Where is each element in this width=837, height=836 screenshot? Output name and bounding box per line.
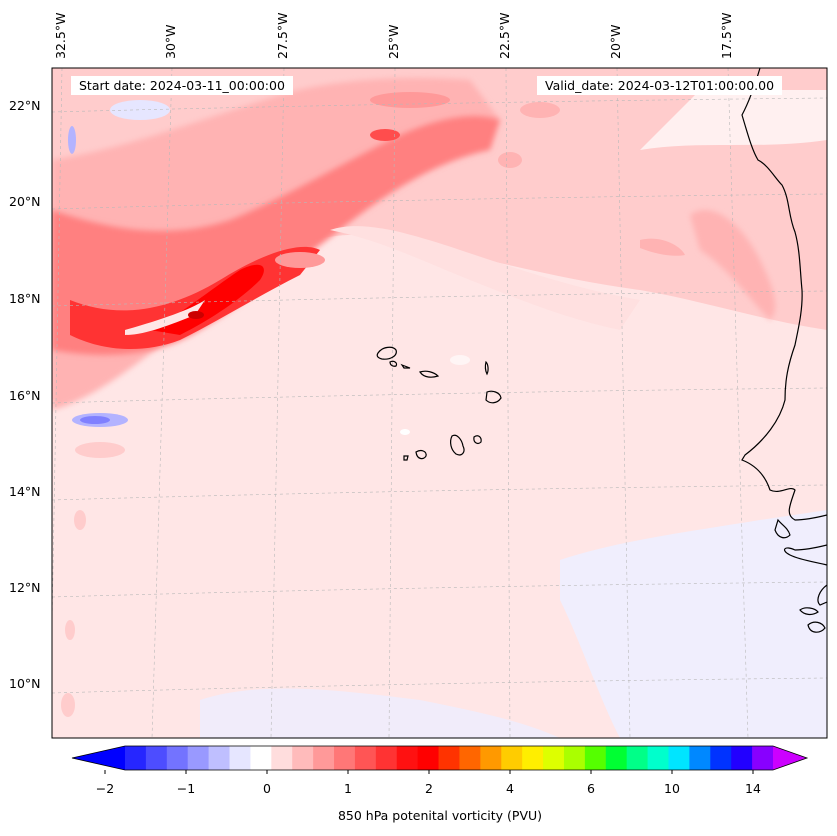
colorbar-segment <box>584 746 607 770</box>
lat-label-18n: 18°N <box>9 291 41 306</box>
colorbar-segment <box>710 746 732 770</box>
colorbar-segment <box>480 746 502 770</box>
colorbar-extend-max <box>773 746 807 770</box>
colorbar-segment <box>522 746 544 770</box>
cbar-tick-label: 6 <box>587 781 595 796</box>
cbar-tick-label: 10 <box>664 781 680 796</box>
lat-label-14n: 14°N <box>9 484 41 499</box>
colorbar-segment <box>731 746 753 770</box>
colorbar-segment <box>543 746 565 770</box>
colorbar-segment <box>626 746 649 770</box>
colorbar-segment <box>250 746 272 770</box>
cbar-tick-label: 0 <box>263 781 271 796</box>
colorbar-segment <box>438 746 460 770</box>
cbar-tick-label: 2 <box>425 781 433 796</box>
lat-label-12n: 12°N <box>9 580 41 595</box>
lon-label-27-5w: 27.5°W <box>275 12 290 59</box>
colorbar-outline <box>71 745 809 771</box>
colorbar-segment <box>271 746 293 770</box>
colorbar-segment <box>668 746 690 770</box>
lon-label-30w: 30°W <box>163 24 178 59</box>
colorbar-segment <box>689 746 711 770</box>
colorbar-segment <box>501 746 523 770</box>
lon-label-17-5w: 17.5°W <box>719 12 734 59</box>
colorbar-segment <box>354 746 377 770</box>
cbar-tick-label: −2 <box>95 781 115 796</box>
lon-label-22-5w: 22.5°W <box>497 12 512 59</box>
lon-label-25w: 25°W <box>386 24 401 59</box>
colorbar-segment <box>313 746 335 770</box>
colorbar-segment <box>417 746 440 770</box>
colorbar <box>71 745 809 774</box>
colorbar-segment <box>396 746 419 770</box>
valid-date-label: Valid_date: 2024-03-12T01:00:00.00 <box>537 76 783 95</box>
colorbar-segment <box>605 746 628 770</box>
colorbar-segment <box>208 746 231 770</box>
colorbar-segment <box>125 746 147 770</box>
plot-frame <box>51 67 828 739</box>
cbar-tick-label: 4 <box>506 781 514 796</box>
colorbar-segment <box>292 746 314 770</box>
lon-label-20w: 20°W <box>608 24 623 59</box>
colorbar-segment <box>752 746 774 770</box>
colorbar-segment <box>563 746 586 770</box>
lat-label-16n: 16°N <box>9 388 41 403</box>
colorbar-title: 850 hPa potenital vorticity (PVU) <box>337 808 543 823</box>
colorbar-segment <box>166 746 189 770</box>
colorbar-segment <box>145 746 168 770</box>
colorbar-segment <box>647 746 669 770</box>
lat-label-20n: 20°N <box>9 194 41 209</box>
colorbar-segment <box>459 746 481 770</box>
cbar-tick-label: 14 <box>745 781 761 796</box>
lat-label-22n: 22°N <box>9 98 41 113</box>
cbar-tick-label: 1 <box>344 781 352 796</box>
pv-field <box>52 68 827 738</box>
cbar-tick-label: −1 <box>176 781 196 796</box>
colorbar-segment <box>375 746 398 770</box>
colorbar-segment <box>334 746 356 770</box>
colorbar-segment <box>187 746 210 770</box>
lon-label-32-5w: 32.5°W <box>53 12 68 59</box>
colorbar-extend-min <box>72 746 125 770</box>
colorbar-segment <box>229 746 251 770</box>
lat-label-10n: 10°N <box>9 676 41 691</box>
start-date-label: Start date: 2024-03-11_00:00:00 <box>71 76 293 95</box>
coastline <box>376 68 827 633</box>
gridlines <box>52 68 827 738</box>
